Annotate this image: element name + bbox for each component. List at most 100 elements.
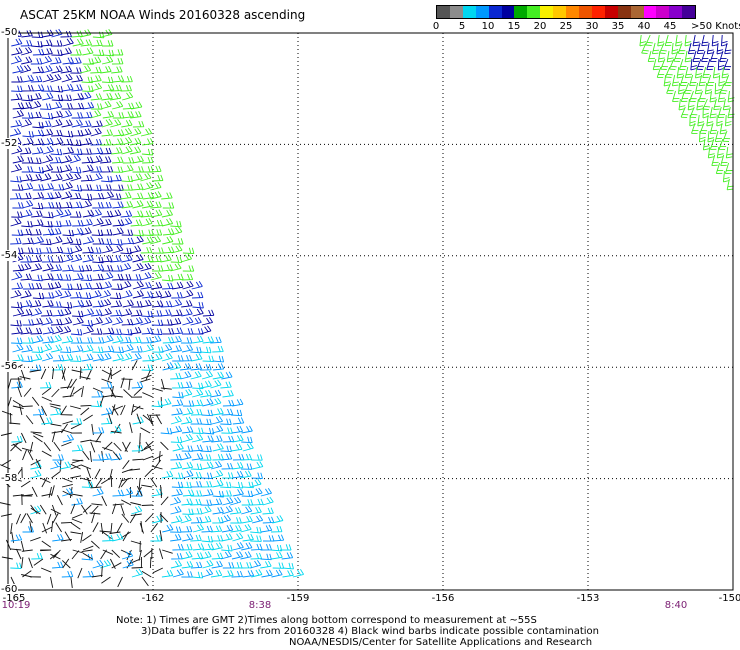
wind-barb	[170, 533, 182, 542]
wind-barb	[230, 496, 242, 506]
wind-barb	[52, 137, 64, 146]
wind-barb	[10, 119, 22, 128]
wind-barb	[141, 148, 154, 156]
wind-barb	[211, 416, 223, 425]
wind-barb	[61, 483, 73, 488]
wind-barb	[20, 118, 32, 128]
wind-barb	[131, 381, 144, 389]
wind-barb	[72, 265, 85, 272]
wind-barb	[21, 209, 33, 218]
wind-barb	[671, 74, 680, 87]
wind-barb	[92, 273, 104, 281]
wind-barb	[150, 477, 158, 488]
wind-barb	[102, 549, 114, 555]
wind-barb	[219, 514, 231, 524]
wind-barb	[51, 236, 63, 245]
wind-barb	[11, 211, 23, 218]
wind-barb	[140, 336, 153, 344]
wind-barb	[689, 74, 697, 86]
wind-barb	[280, 544, 292, 551]
wind-barb	[722, 130, 731, 142]
wind-barb	[92, 427, 105, 434]
wind-barb	[120, 127, 133, 137]
wind-barb	[142, 200, 154, 209]
wind-barb	[202, 435, 214, 443]
wind-barb	[42, 92, 54, 101]
wind-barb	[30, 157, 42, 164]
wind-barb	[170, 263, 182, 272]
wind-barb	[142, 181, 154, 191]
wind-barb	[112, 335, 124, 344]
wind-barb	[111, 66, 123, 74]
wind-barb	[21, 30, 33, 38]
wind-barb	[161, 570, 174, 578]
colorbar-segment	[566, 6, 579, 18]
wind-barb	[91, 503, 103, 506]
wind-barb	[100, 238, 113, 245]
wind-barb	[10, 175, 22, 183]
wind-barb	[160, 387, 172, 390]
wind-barb	[140, 316, 152, 326]
wind-barb	[121, 290, 133, 299]
wind-barb	[230, 507, 242, 515]
wind-barb	[20, 101, 33, 110]
wind-barb	[169, 496, 182, 506]
wind-barb	[80, 531, 84, 543]
wind-barb	[79, 65, 92, 74]
wind-barb	[200, 364, 212, 371]
wind-barb	[71, 30, 83, 38]
wind-barb	[136, 485, 143, 497]
wind-barb	[665, 66, 673, 78]
wind-barb	[10, 562, 22, 569]
wind-barb	[210, 460, 223, 470]
wind-barb	[221, 524, 234, 533]
wind-barb	[19, 404, 23, 416]
wind-barb	[51, 521, 54, 533]
wind-barb	[81, 549, 93, 553]
wind-barb	[91, 574, 103, 578]
wind-barb	[220, 453, 233, 461]
wind-barb	[90, 184, 102, 192]
wind-barb	[92, 387, 104, 393]
wind-barb	[82, 552, 93, 560]
wind-barb	[41, 352, 54, 362]
wind-barb	[170, 560, 182, 569]
wind-barb	[120, 210, 133, 218]
wind-barb	[61, 119, 73, 128]
wind-barb	[32, 192, 45, 200]
colorbar-segment	[449, 6, 463, 18]
wind-barb	[182, 316, 194, 326]
wind-barb	[31, 210, 43, 218]
wind-barb	[182, 247, 195, 255]
wind-barb	[199, 346, 212, 354]
wind-barb	[112, 101, 124, 110]
wind-barb	[709, 106, 717, 119]
wind-barb	[113, 442, 122, 452]
wind-barb	[210, 389, 222, 398]
wind-barb	[50, 264, 63, 272]
wind-barb	[696, 42, 705, 55]
wind-barb	[101, 495, 108, 507]
wind-barb	[90, 127, 102, 137]
wind-barb	[200, 481, 213, 488]
wind-barb	[22, 570, 32, 578]
wind-barb	[131, 405, 141, 414]
wind-barb	[190, 371, 202, 380]
wind-barb	[109, 531, 121, 534]
wind-barb	[11, 85, 23, 93]
wind-barb	[82, 325, 94, 335]
wind-barb	[69, 154, 81, 164]
wind-barb	[149, 556, 152, 569]
wind-barb	[641, 42, 649, 55]
wind-barb	[42, 336, 54, 344]
wind-barb	[10, 217, 22, 227]
wind-barb	[102, 446, 113, 452]
plot-frame	[7, 32, 734, 591]
wind-barb	[30, 282, 43, 290]
wind-barb	[92, 346, 104, 354]
wind-barb	[680, 90, 689, 102]
wind-barb	[150, 201, 162, 209]
wind-barb	[31, 346, 44, 353]
wind-barb	[132, 290, 144, 299]
wind-barb	[122, 237, 134, 245]
